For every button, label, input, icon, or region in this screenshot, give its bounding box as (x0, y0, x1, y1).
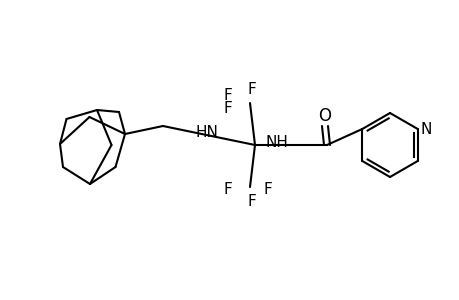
Text: F: F (223, 88, 232, 103)
Text: F: F (223, 100, 232, 116)
Text: N: N (419, 122, 431, 136)
Text: HN: HN (195, 125, 218, 140)
Text: F: F (247, 82, 256, 97)
Text: NH: NH (265, 134, 288, 149)
Text: F: F (223, 182, 232, 197)
Text: F: F (247, 194, 256, 208)
Text: F: F (263, 182, 272, 197)
Text: O: O (318, 107, 331, 125)
